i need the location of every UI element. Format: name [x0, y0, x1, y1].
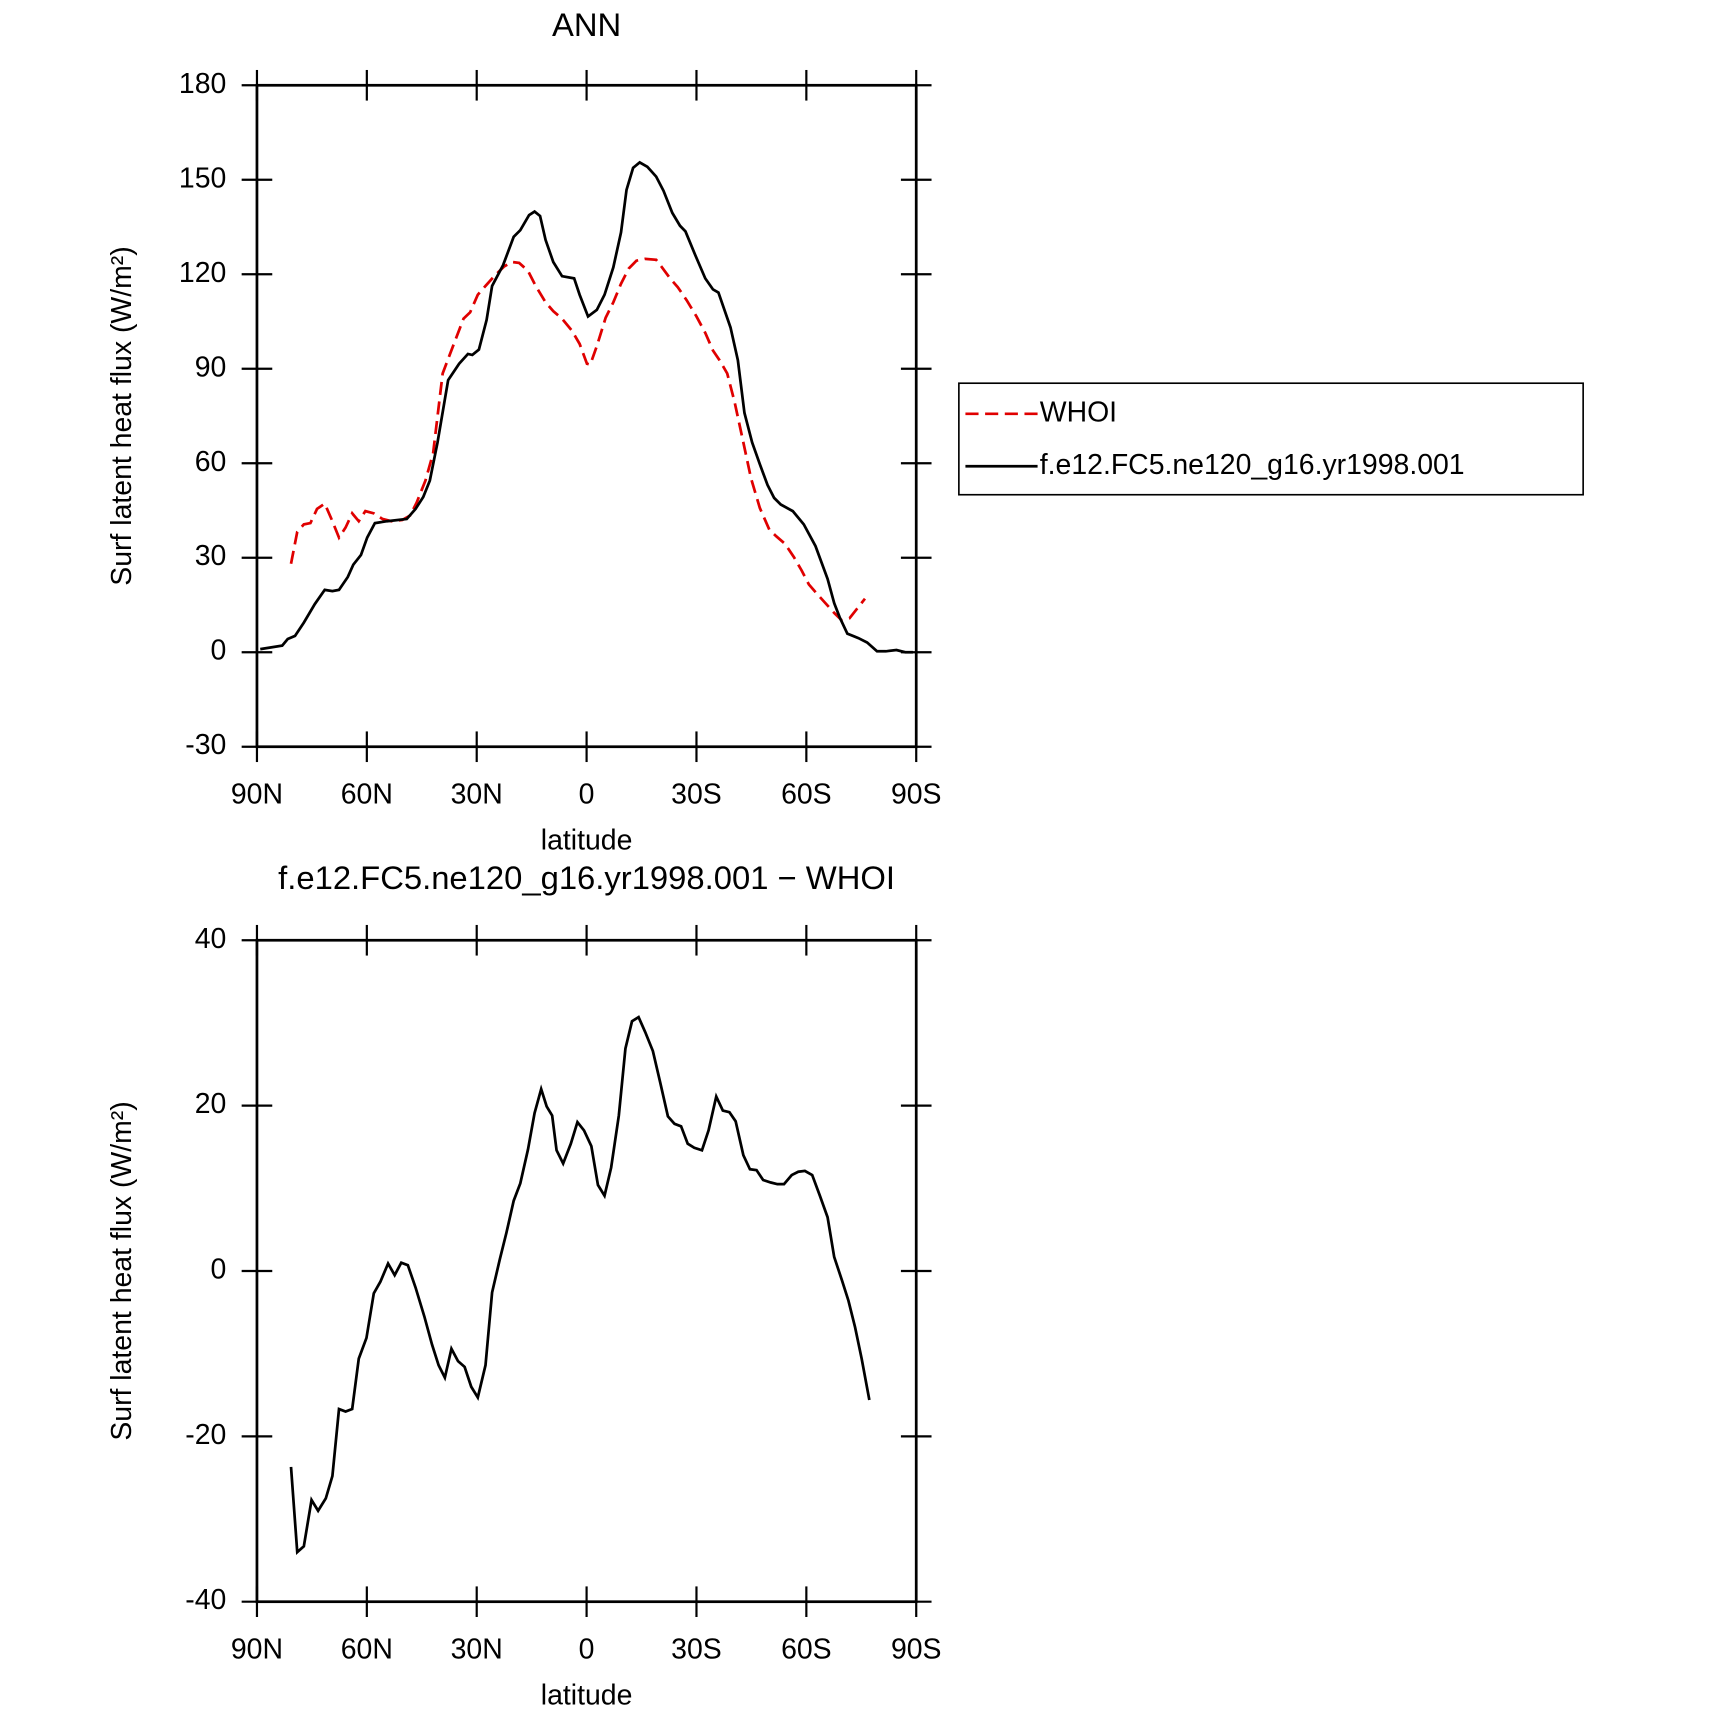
data-line: [289, 257, 867, 622]
x-tick-label: 0: [579, 778, 595, 810]
y-tick-label: -40: [185, 1584, 226, 1616]
x-tick-label: 60N: [341, 1633, 393, 1665]
legend-label: WHOI: [1040, 396, 1117, 428]
y-tick-label: 40: [195, 923, 227, 955]
x-tick-label: 30N: [451, 1633, 503, 1665]
y-tick-label: -30: [185, 729, 226, 761]
x-tick-label: 90N: [231, 778, 283, 810]
y-tick-label: 20: [195, 1088, 227, 1120]
x-tick-label: 30S: [671, 778, 722, 810]
y-tick-label: 180: [179, 68, 226, 100]
legend-label: f.e12.FC5.ne120_g16.yr1998.001: [1040, 449, 1465, 481]
x-tick-label: 90N: [231, 1633, 283, 1665]
y-tick-label: 150: [179, 162, 226, 194]
chart-title: f.e12.FC5.ne120_g16.yr1998.001 − WHOI: [278, 859, 895, 896]
y-tick-label: 0: [211, 1253, 227, 1285]
legend-box: [958, 382, 1584, 496]
x-tick-label: 90S: [891, 1633, 942, 1665]
y-tick-label: 30: [195, 540, 227, 572]
y-axis-label: Surf latent heat flux (W/m²): [106, 1101, 138, 1440]
y-tick-label: 120: [179, 257, 226, 289]
y-axis-label: Surf latent heat flux (W/m²): [106, 246, 138, 585]
x-tick-label: 60N: [341, 778, 393, 810]
y-tick-label: 60: [195, 446, 227, 478]
x-tick-label: 30S: [671, 1633, 722, 1665]
y-tick-label: -20: [185, 1419, 226, 1451]
y-tick-label: 0: [211, 635, 227, 667]
y-tick-label: 90: [195, 351, 227, 383]
plot-frame: [255, 83, 918, 749]
x-axis-label: latitude: [541, 1679, 633, 1711]
x-tick-label: 60S: [781, 778, 832, 810]
x-tick-label: 60S: [781, 1633, 832, 1665]
data-line: [289, 1015, 871, 1555]
x-tick-label: 90S: [891, 778, 942, 810]
plot-frame: [255, 938, 918, 1604]
chart-title: ANN: [552, 6, 621, 43]
data-line: [260, 160, 913, 654]
x-tick-label: 0: [579, 1633, 595, 1665]
x-tick-label: 30N: [451, 778, 503, 810]
x-axis-label: latitude: [541, 824, 633, 856]
